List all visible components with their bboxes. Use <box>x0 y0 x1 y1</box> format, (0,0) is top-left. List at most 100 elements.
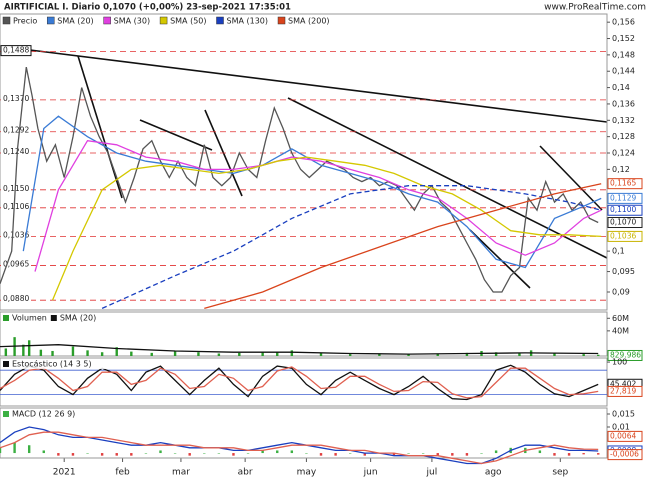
bar <box>436 453 439 456</box>
legend-label: SMA (130) <box>227 17 269 26</box>
panel-title: Estocástico (14 3 5) <box>12 360 92 369</box>
bar <box>51 350 54 356</box>
legend-bg <box>1 359 131 369</box>
bar <box>407 453 410 454</box>
bar <box>42 450 45 454</box>
value-box <box>607 217 643 229</box>
legend-label: SMA (20) <box>57 17 93 26</box>
bar <box>319 353 323 356</box>
y-tick-label: 0,128 <box>612 132 635 141</box>
chart-title: AIRTIFICIAL I. Diario 0,1070 (+0,00%) 23… <box>4 3 291 13</box>
series-line <box>0 66 599 293</box>
level-label-bg <box>1 230 31 241</box>
bar <box>238 352 241 356</box>
bar <box>261 450 264 454</box>
value-box <box>607 349 643 361</box>
level-label: 0,1240 <box>3 147 29 156</box>
bar <box>57 453 60 456</box>
bar <box>173 453 177 454</box>
legend-label: SMA (200) <box>288 17 330 26</box>
panel-title: MACD (12 26 9) <box>12 410 75 419</box>
bar <box>407 354 410 356</box>
y-tick-label: 0,01 <box>612 423 630 432</box>
bar <box>494 352 498 356</box>
bar <box>203 453 206 454</box>
bar <box>276 352 279 356</box>
legend-bg <box>1 409 131 419</box>
value-box-label: 0,0064 <box>610 431 636 440</box>
bar <box>27 340 31 356</box>
legend-label: SMA (50) <box>170 17 206 26</box>
bar <box>518 352 521 356</box>
x-tick-label: abr <box>238 468 253 478</box>
bar <box>494 450 498 454</box>
level-label-bg <box>1 125 31 136</box>
legend-swatch <box>3 411 9 417</box>
bar <box>159 450 162 454</box>
level-label-bg <box>1 201 31 212</box>
value-box-label: 0,1129 <box>610 193 636 202</box>
bar <box>13 442 16 454</box>
bar <box>100 453 104 456</box>
y-tick-label: 0,156 <box>612 18 635 27</box>
bar <box>71 346 75 356</box>
bar <box>553 353 556 356</box>
bar <box>392 453 396 456</box>
value-box-label: 0,1165 <box>610 179 636 188</box>
bar <box>334 453 337 456</box>
level-label: 0,1036 <box>3 230 29 239</box>
bar <box>348 453 352 454</box>
bar <box>0 447 2 454</box>
bar <box>290 450 294 454</box>
bar <box>582 453 585 455</box>
legend-label: SMA (30) <box>114 17 150 26</box>
bar <box>39 349 43 356</box>
panel-frame <box>0 311 608 357</box>
y-tick-label: 40M <box>612 326 629 335</box>
level-label: 0,1150 <box>3 184 29 193</box>
bar <box>173 350 177 356</box>
bar <box>597 453 600 455</box>
value-box <box>607 430 643 442</box>
value-box <box>607 204 643 216</box>
value-box-label: 27,819 <box>610 386 636 395</box>
bar <box>4 348 8 356</box>
bar <box>480 453 483 454</box>
level-label-bg <box>0 45 32 57</box>
value-box-label: 0,1100 <box>610 205 636 214</box>
x-tick-label: 2021 <box>53 468 76 478</box>
level-label-bg <box>1 259 31 270</box>
x-tick-label: feb <box>115 468 130 478</box>
bar <box>436 353 439 356</box>
y-tick-label: 0,095 <box>612 267 635 276</box>
bar <box>597 354 600 356</box>
series-line <box>0 426 599 465</box>
series-line <box>34 139 602 272</box>
y-tick-label: 0,12 <box>612 165 630 174</box>
legend-swatch <box>50 315 57 321</box>
level-label-bg <box>1 147 31 158</box>
value-box-label: 45,402 <box>610 379 636 388</box>
bar <box>553 453 556 456</box>
value-box-label: 0,1036 <box>610 231 636 240</box>
bar <box>363 453 366 456</box>
legend-bg <box>1 313 131 323</box>
x-tick-label: mar <box>172 468 190 478</box>
series-line <box>51 156 602 301</box>
bar <box>567 453 571 456</box>
bar <box>144 453 148 454</box>
value-box <box>607 449 643 461</box>
bar <box>232 453 235 456</box>
legend-swatch <box>2 16 11 25</box>
bar <box>100 352 104 356</box>
bar <box>86 350 89 356</box>
y-tick-label: 100 <box>612 358 627 367</box>
y-tick-label: 0,124 <box>612 149 635 158</box>
value-box-label: -0,0006 <box>610 450 639 459</box>
bar <box>130 351 133 356</box>
level-label-bg <box>1 294 31 305</box>
source: www.ProRealTime.com <box>544 3 646 13</box>
level-label: 0,1106 <box>3 202 29 211</box>
